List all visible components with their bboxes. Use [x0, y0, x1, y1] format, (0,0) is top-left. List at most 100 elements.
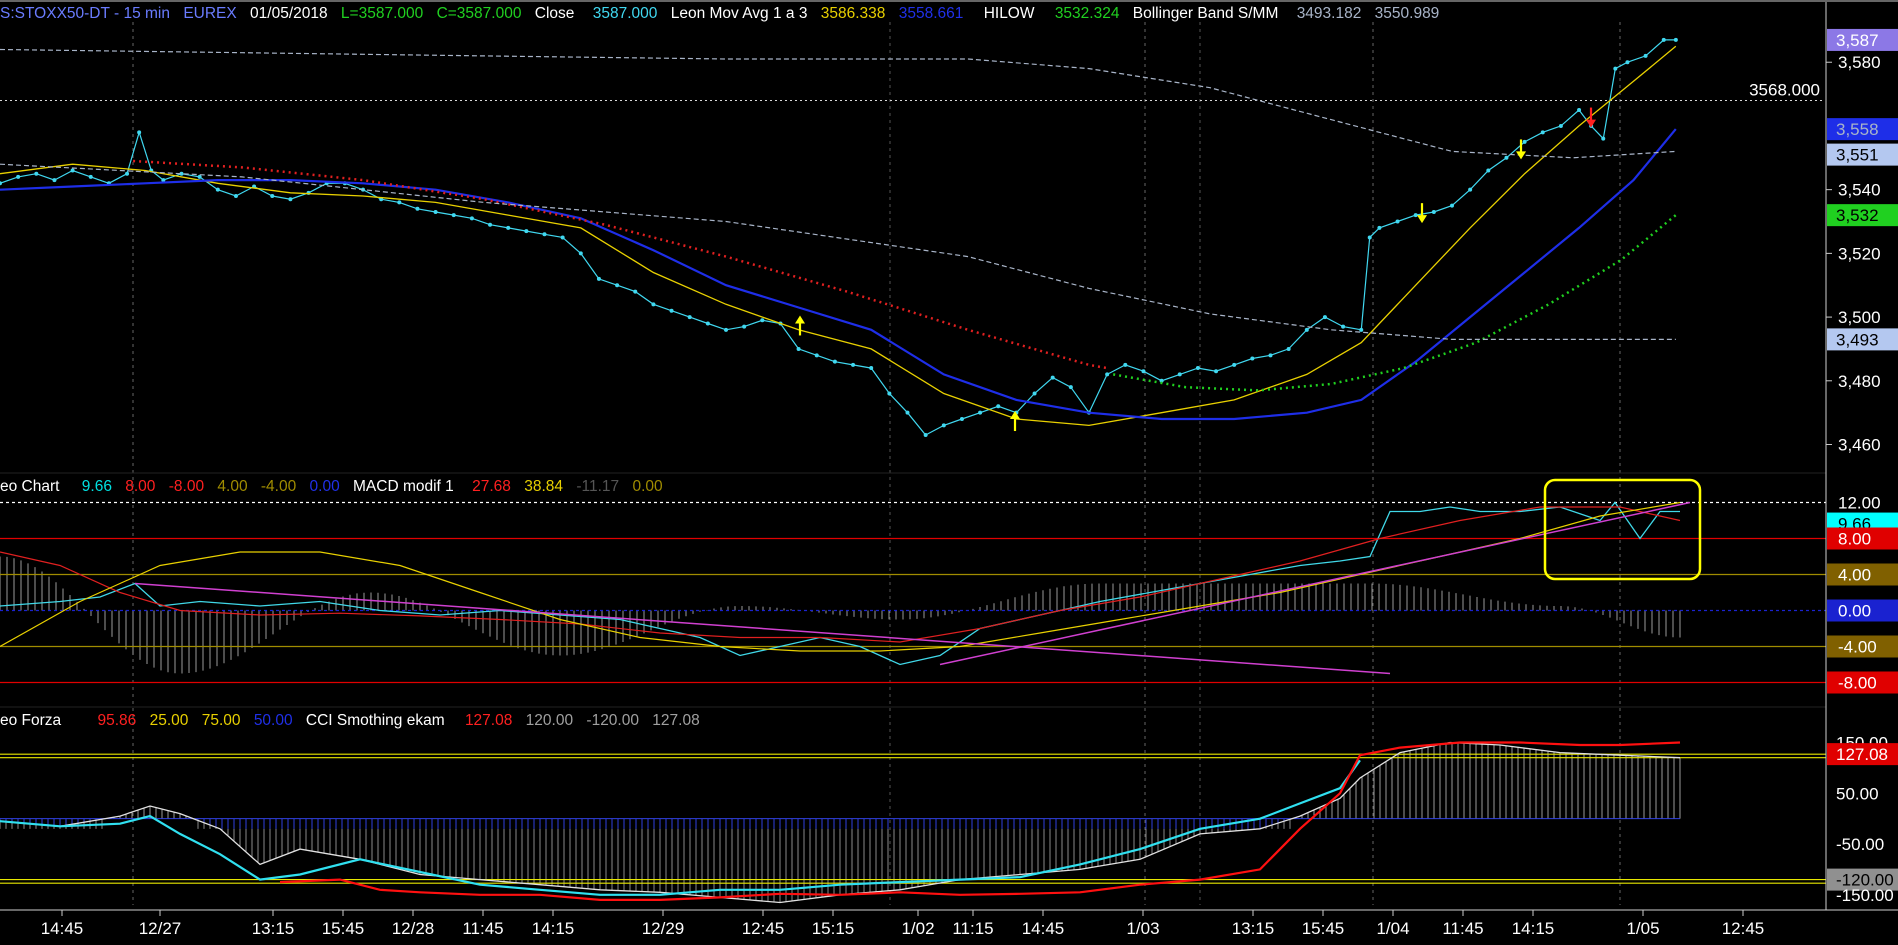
- macd-badge: [1827, 671, 1898, 694]
- cci-v1: 95.86: [97, 712, 137, 729]
- close-point: [125, 171, 130, 176]
- close-point: [996, 404, 1001, 409]
- arrow-head: [1417, 215, 1427, 224]
- close-point: [615, 283, 620, 288]
- close-point: [832, 359, 837, 364]
- x-tick-label: 14:45: [41, 919, 84, 938]
- close-point: [1540, 130, 1545, 135]
- arrow-head: [1010, 411, 1020, 420]
- close-point: [959, 417, 964, 422]
- arrow-head: [1586, 119, 1596, 128]
- close-point: [233, 194, 238, 199]
- macd-series-magenta_up: [939, 501, 1691, 666]
- cci-pane: [0, 741, 1826, 904]
- price-pane: 3568.000: [0, 37, 1822, 437]
- close-point: [651, 302, 656, 307]
- x-tick-label: 1/03: [1126, 919, 1159, 938]
- cci-name2: CCI Smothing ekam: [305, 712, 445, 729]
- close-point: [1286, 346, 1291, 351]
- close-point: [1250, 356, 1255, 361]
- series-ma_slow: [0, 128, 1677, 421]
- close-point: [1068, 385, 1073, 390]
- close-point: [524, 229, 529, 234]
- top-edge: [0, 0, 1898, 2]
- macd-series-red: [0, 506, 1681, 643]
- close-point: [687, 315, 692, 320]
- price-badge-label: 3,532: [1836, 206, 1879, 225]
- cci-v2: 25.00: [149, 712, 189, 729]
- close-point: [161, 178, 166, 183]
- price-tick-label: 3,480: [1838, 372, 1881, 391]
- price-tick-label: 3,580: [1838, 53, 1881, 72]
- macd-badge-label: 8.00: [1838, 530, 1871, 549]
- cci-v4: 50.00: [253, 712, 293, 729]
- close-point: [1625, 60, 1630, 65]
- close-point: [433, 209, 438, 214]
- close-point: [34, 171, 39, 176]
- close-point: [197, 174, 202, 179]
- hilow-label: HILOW: [983, 5, 1035, 22]
- cci-v5: 127.08: [464, 712, 513, 729]
- close-point: [179, 171, 184, 176]
- close-point: [1558, 123, 1563, 128]
- exchange-label: EUREX: [183, 5, 237, 22]
- close-point: [270, 194, 275, 199]
- macd-v2: 8.00: [125, 478, 156, 495]
- macd-badge-label: -8.00: [1838, 674, 1877, 693]
- cci-header: eo Forza 95.86 25.00 75.00 50.00 CCI Smo…: [0, 711, 709, 731]
- close-point: [978, 410, 983, 415]
- close-point: [1123, 362, 1128, 367]
- signal-arrow-down: [1417, 203, 1427, 224]
- macd-header: eo Chart 9.66 8.00 -8.00 4.00 -4.00 0.00…: [0, 477, 672, 497]
- price-header: S:STOXX50-DT - 15 min EUREX 01/05/2018 L…: [0, 4, 1448, 24]
- change-label: C=3587.000: [436, 5, 522, 22]
- price-badge: [1827, 118, 1898, 141]
- ma-value2: 3558.661: [898, 5, 964, 22]
- x-tick-label: 12/28: [392, 919, 435, 938]
- series-hilow_green: [1112, 214, 1677, 392]
- close-point: [1195, 366, 1200, 371]
- series-hilow_red: [133, 159, 1108, 370]
- cci-name: eo Forza: [0, 712, 62, 729]
- reference-line-label: 3568.000: [1749, 80, 1820, 99]
- close-point: [215, 187, 220, 192]
- close-point: [0, 181, 2, 186]
- close-point: [1486, 168, 1491, 173]
- close-point: [1050, 375, 1055, 380]
- price-badge: [1827, 204, 1898, 227]
- x-tick-label: 15:15: [812, 919, 855, 938]
- series-bb_lower: [0, 163, 1676, 340]
- macd-v3: -8.00: [168, 478, 205, 495]
- close-point: [705, 321, 710, 326]
- macd-name2: MACD modif 1: [353, 478, 454, 495]
- close-point: [796, 346, 801, 351]
- bottom-axis: 14:45 12/27 13:15 15:45 12/28 11:45 14:15 12/29…: [0, 909, 1898, 938]
- macd-v7: 27.68: [472, 478, 511, 495]
- x-tick-label: 12:45: [1722, 919, 1765, 938]
- close-point: [814, 353, 819, 358]
- macd-badge: [1827, 563, 1898, 586]
- x-tick-label: 13:15: [1232, 919, 1275, 938]
- macd-v9: -11.17: [576, 478, 620, 495]
- close-point: [905, 410, 910, 415]
- close-point: [88, 174, 93, 179]
- ma-label: Leon Mov Avg 1 a 3: [670, 5, 808, 22]
- cci-badge: [1827, 868, 1898, 891]
- close-point: [1268, 353, 1273, 358]
- cci-v3: 75.00: [201, 712, 241, 729]
- macd-badge-label: 12.00: [1838, 494, 1881, 513]
- close-point: [70, 168, 75, 173]
- date-label: 01/05/2018: [250, 5, 328, 22]
- close-point: [1377, 225, 1382, 230]
- price-tick-label: 3,460: [1838, 436, 1881, 455]
- close-point: [560, 235, 565, 240]
- cci-badge-label: -150.00: [1836, 886, 1894, 905]
- close-point: [397, 200, 402, 205]
- x-tick-label: 13:15: [252, 919, 295, 938]
- close-value: 3587.000: [592, 5, 658, 22]
- close-point: [869, 366, 874, 371]
- close-point: [669, 308, 674, 313]
- cci-badge-label: -50.00: [1836, 835, 1884, 854]
- close-point: [1322, 315, 1327, 320]
